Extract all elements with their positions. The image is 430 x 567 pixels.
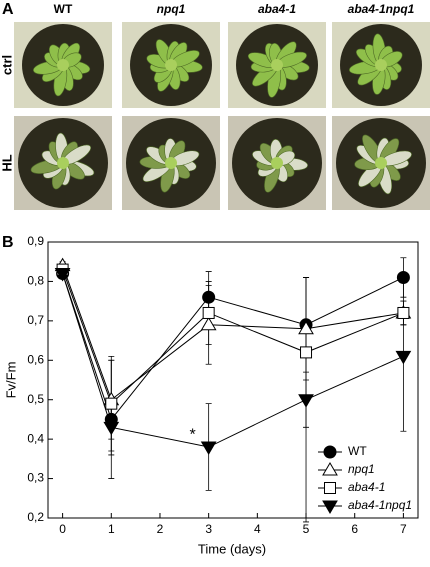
y-tick-label: 0,8 — [27, 274, 44, 288]
row-label: ctrl — [0, 55, 14, 75]
x-tick-label: 2 — [157, 522, 164, 536]
panel-label: A — [2, 1, 14, 18]
column-label: WT — [54, 2, 73, 16]
legend-marker — [324, 482, 336, 494]
rosette-center — [375, 59, 387, 71]
marker — [202, 290, 216, 304]
rosette-center — [375, 157, 387, 169]
y-tick-label: 0,6 — [27, 352, 44, 366]
x-axis-title: Time (days) — [198, 541, 266, 556]
marker — [54, 268, 71, 282]
legend-label: npq1 — [348, 462, 375, 476]
marker — [300, 346, 313, 359]
y-tick-label: 0,7 — [27, 313, 44, 327]
rosette-center — [165, 157, 177, 169]
rosette-center — [57, 59, 69, 71]
x-tick-label: 5 — [303, 522, 310, 536]
marker — [200, 316, 217, 331]
x-tick-label: 4 — [254, 522, 261, 536]
x-tick-label: 6 — [351, 522, 358, 536]
y-tick-label: 0,2 — [27, 510, 44, 524]
rosette-center — [165, 59, 177, 71]
annotation: * — [190, 426, 196, 443]
x-tick-label: 0 — [59, 522, 66, 536]
series-line — [62, 269, 404, 405]
y-axis-title: Fv/Fm — [3, 362, 18, 399]
y-tick-label: 0,9 — [27, 234, 44, 248]
x-tick-label: 7 — [400, 522, 407, 536]
marker — [298, 320, 314, 335]
marker — [396, 270, 410, 284]
legend-marker — [323, 445, 337, 459]
legend-label: aba4-1 — [348, 480, 385, 494]
column-label: aba4-1 — [258, 2, 296, 16]
y-tick-label: 0,5 — [27, 392, 44, 406]
legend-marker — [322, 462, 338, 476]
x-tick-label: 1 — [108, 522, 115, 536]
column-label: aba4-1npq1 — [348, 2, 415, 16]
rosette-center — [271, 59, 283, 71]
marker — [397, 306, 410, 319]
rosette-center — [57, 157, 69, 169]
marker — [105, 397, 118, 410]
y-tick-label: 0,3 — [27, 471, 44, 485]
marker — [202, 306, 215, 319]
rosette-center — [271, 157, 283, 169]
panel-label: B — [2, 234, 14, 251]
marker — [395, 350, 412, 365]
x-tick-label: 3 — [205, 522, 212, 536]
legend-marker — [322, 500, 338, 514]
marker — [103, 421, 120, 436]
column-label: npq1 — [157, 2, 186, 16]
marker — [298, 394, 314, 408]
marker — [200, 441, 217, 456]
plot-frame — [47, 241, 419, 519]
legend-label: aba4-1npq1 — [348, 498, 412, 512]
y-tick-label: 0,4 — [27, 431, 44, 445]
legend-label: WT — [348, 444, 367, 458]
row-label: HL — [0, 154, 14, 171]
